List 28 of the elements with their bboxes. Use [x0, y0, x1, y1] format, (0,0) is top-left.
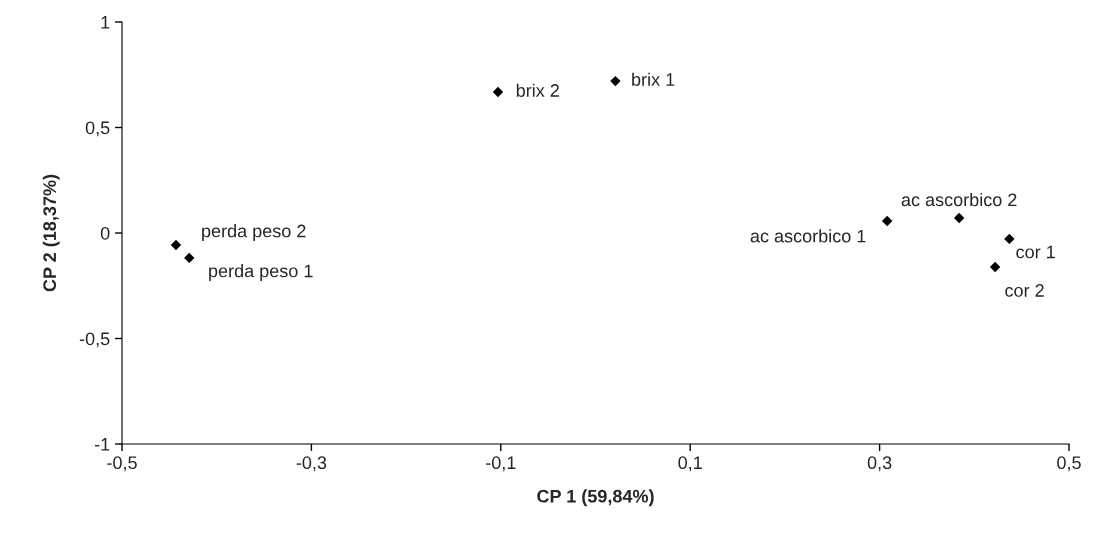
annotation: ac ascorbico 2 [901, 192, 1017, 207]
point [1004, 233, 1015, 245]
point [170, 239, 182, 251]
y-axis-title: CP 2 (18,37%) [42, 174, 60, 292]
point [492, 86, 504, 98]
x-tick-label: 0,3 [867, 456, 892, 472]
point [881, 215, 893, 227]
annotation: ac ascorbico 1 [750, 229, 866, 243]
annotation: perda peso 1 [209, 264, 313, 281]
x-tick-label: 0,5 [1057, 456, 1081, 472]
y-tick-label: 1 [101, 16, 110, 29]
point [953, 212, 965, 224]
x-tick-label: -0,1 [486, 456, 516, 472]
annotation: brix 1 [632, 72, 675, 86]
point [610, 75, 621, 87]
y-tick-label: 0,5 [85, 121, 110, 137]
y-tick-label: -0,5 [79, 332, 110, 348]
x-tick-label: -0,3 [296, 456, 327, 472]
y-tick-label: 0 [100, 226, 110, 240]
point [989, 261, 1001, 273]
point [184, 252, 195, 264]
y-tick-label: -1 [94, 438, 110, 451]
annotation: cor 1 [1016, 245, 1055, 259]
annotation: cor 2 [1005, 284, 1044, 297]
annotation: brix 2 [516, 83, 559, 97]
x-axis-title: CP 1 (59,84%) [537, 489, 654, 507]
annotation: perda peso 2 [202, 224, 306, 241]
x-tick-label: 0,1 [678, 456, 702, 472]
